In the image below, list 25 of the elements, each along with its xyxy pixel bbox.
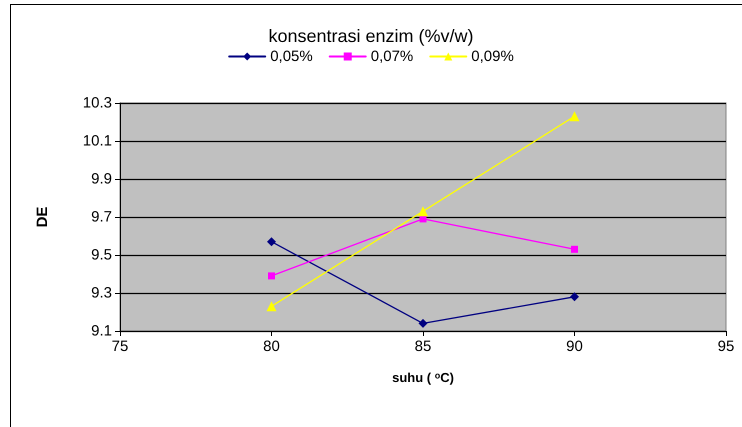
legend-label: 0,05% — [270, 48, 313, 65]
x-tick-label: 85 — [414, 338, 432, 355]
y-axis-title: DE — [34, 206, 51, 228]
point — [418, 318, 428, 328]
point — [570, 292, 579, 302]
legend-title: konsentrasi enzim (%v/w) — [268, 26, 474, 46]
point — [268, 272, 275, 280]
y-tick-label: 9.3 — [91, 284, 112, 302]
x-tick-label: 75 — [112, 338, 128, 355]
y-tick-label: 9.9 — [91, 170, 112, 188]
y-tick-label: 10.1 — [82, 132, 112, 150]
legend-label: 0,07% — [370, 48, 414, 65]
point — [571, 246, 578, 253]
x-tick-label: 90 — [566, 338, 583, 355]
y-tick-label: 10.3 — [82, 94, 112, 112]
x-tick-label: 95 — [718, 338, 734, 355]
y-tick-label: 9.7 — [91, 208, 112, 226]
y-tick-label: 9.1 — [91, 322, 112, 340]
point — [266, 301, 276, 312]
point — [570, 111, 580, 122]
point — [267, 237, 276, 246]
point — [418, 206, 428, 216]
legend-label: 0,09% — [471, 48, 514, 65]
x-tick-label: 80 — [263, 338, 280, 355]
y-tick-label: 9.5 — [91, 246, 112, 264]
